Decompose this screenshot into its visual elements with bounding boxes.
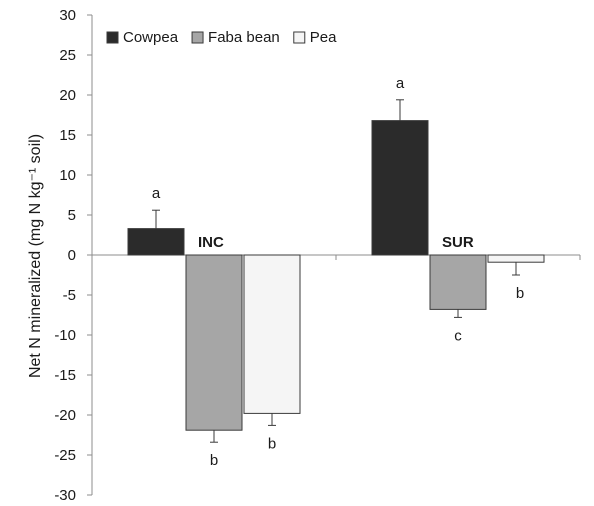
legend-swatch (106, 31, 119, 44)
y-tick-label: -30 (54, 487, 76, 504)
legend: Cowpea Faba bean Pea (106, 29, 337, 46)
y-axis: 30 25 20 15 10 5 0 -5 -10 -15 -20 -25 -30 (54, 7, 93, 504)
y-tick-label: -10 (54, 327, 76, 344)
bar (429, 254, 487, 310)
y-tick-label: 25 (59, 47, 76, 64)
annotations: a b b INC a c b SUR (152, 75, 524, 469)
y-tick-label: 30 (59, 7, 76, 24)
significance-letter: a (396, 75, 405, 92)
y-tick-label: 15 (59, 127, 76, 144)
legend-swatch (293, 31, 306, 44)
bar (371, 120, 429, 256)
y-tick-label: 10 (59, 167, 76, 184)
bar (487, 254, 545, 263)
legend-swatch (191, 31, 204, 44)
y-tick-label: -20 (54, 407, 76, 424)
significance-letter: c (454, 327, 462, 344)
y-tick-label: 0 (68, 247, 76, 264)
y-tick-label: -15 (54, 367, 76, 384)
bar (185, 254, 243, 431)
bars (127, 99, 545, 443)
legend-label: Faba bean (208, 29, 280, 46)
significance-letter: b (268, 435, 276, 452)
y-tick-label: 5 (68, 207, 76, 224)
legend-label: Cowpea (123, 29, 179, 46)
category-label: SUR (442, 234, 474, 251)
category-label: INC (198, 234, 224, 251)
y-axis-label: Net N mineralized (mg N kg⁻¹ soil) (27, 134, 44, 378)
y-tick-label: -25 (54, 447, 76, 464)
bar (243, 254, 301, 414)
bar (127, 228, 185, 256)
significance-letter: b (210, 452, 218, 469)
significance-letter: b (516, 285, 524, 302)
legend-label: Pea (310, 29, 337, 46)
y-tick-label: 20 (59, 87, 76, 104)
significance-letter: a (152, 185, 161, 202)
y-tick-label: -5 (63, 287, 76, 304)
